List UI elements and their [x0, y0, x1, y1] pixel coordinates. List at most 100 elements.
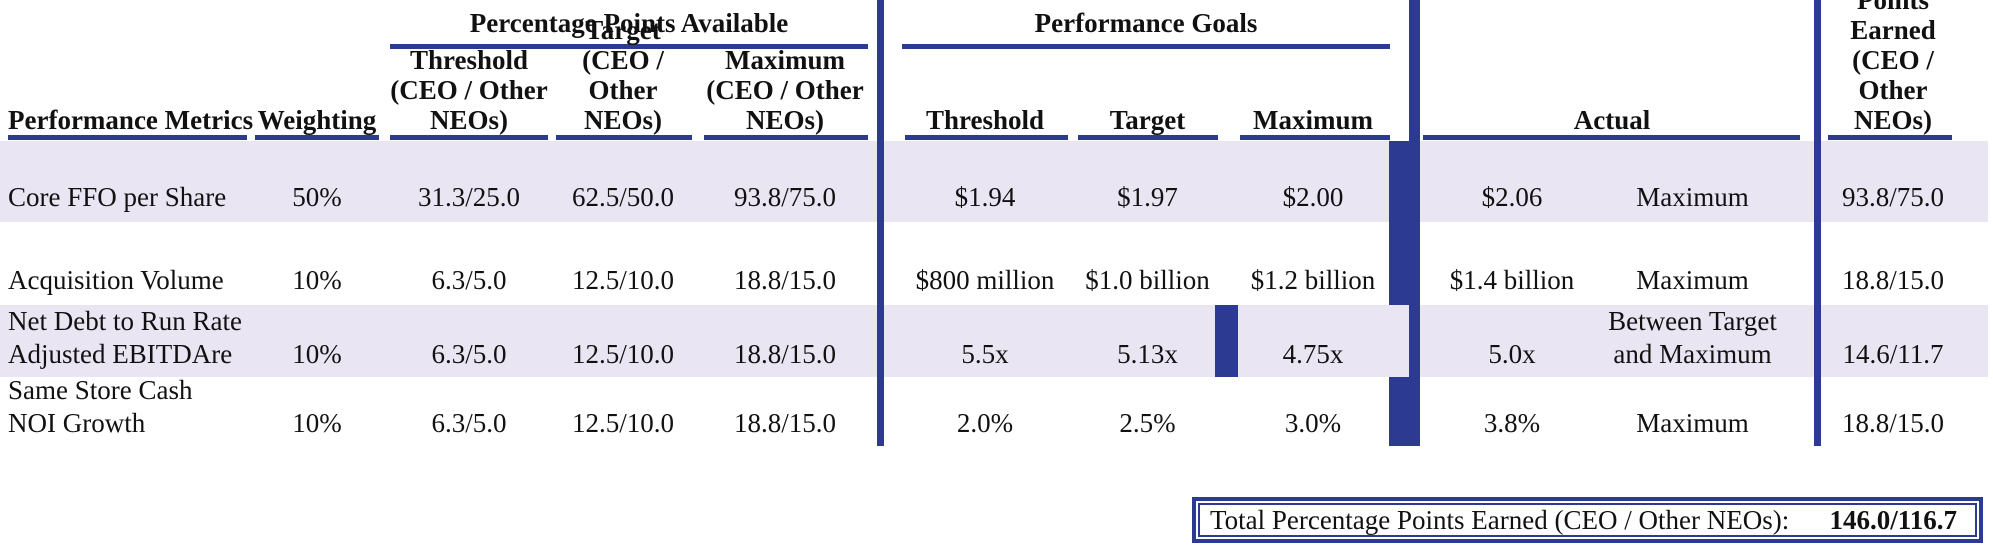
performance-marker-row-3	[1215, 305, 1238, 377]
goal-threshold-cell: 2.0%	[956, 408, 1014, 438]
row-shading-core-ffo	[0, 141, 1988, 222]
total-points-earned-box: Total Percentage Points Earned (CEO / Ot…	[1192, 497, 1983, 543]
total-value: 146.0/116.7	[1829, 505, 1957, 535]
goal-threshold-cell: 5.5x	[961, 339, 1009, 369]
metric-line2: Adjusted EBITDAre	[8, 339, 233, 369]
goal-maximum-cell: 3.0%	[1284, 408, 1342, 438]
ppa-maximum-cell: 18.8/15.0	[733, 408, 836, 438]
ppa-maximum-line1: Maximum	[725, 45, 845, 75]
goal-threshold-cell: $800 million	[915, 265, 1055, 295]
metric-line1: Acquisition Volume	[8, 265, 224, 295]
column-header-weighting: Weighting	[257, 105, 377, 135]
goal-target-cell: $1.0 billion	[1085, 265, 1210, 295]
metric-label: Core FFO per Share	[8, 181, 308, 214]
column-header-points-earned: Percentage Points Earned (CEO / Other NE…	[1818, 0, 1968, 135]
ppa-threshold-cell: 31.3/25.0	[417, 182, 520, 212]
column-header-goal-threshold: Threshold	[925, 105, 1045, 135]
row-shading-net-debt	[0, 305, 1988, 377]
column-header-ppa-maximum: Maximum (CEO / Other NEOs)	[700, 45, 870, 135]
ppa-maximum-line3: NEOs)	[745, 105, 824, 135]
actual-value-cell: $1.4 billion	[1449, 265, 1575, 295]
points-earned-line3: (CEO / Other	[1852, 45, 1934, 105]
goal-target-cell: 2.5%	[1119, 408, 1176, 438]
ppa-threshold-cell: 6.3/5.0	[431, 265, 507, 295]
actual-value-cell: $2.06	[1481, 182, 1543, 212]
points-earned-line2: Points Earned	[1850, 0, 1936, 45]
actual-level-cell: Maximum	[1580, 407, 1805, 440]
ppa-threshold-cell: 6.3/5.0	[431, 339, 507, 369]
ppa-target-line3: NEOs)	[583, 105, 662, 135]
goal-target-cell: 5.13x	[1117, 339, 1178, 369]
weighting-cell: 50%	[292, 182, 342, 212]
goal-threshold-cell: $1.94	[954, 182, 1016, 212]
ppa-threshold-line2: (CEO / Other	[390, 75, 548, 105]
table-row-acquisition-volume: Acquisition Volume 10% 6.3/5.0 12.5/10.0…	[0, 222, 1988, 305]
actual-level-line1: Between Target	[1608, 306, 1777, 336]
actual-level-line2: and Maximum	[1613, 339, 1772, 369]
underline-weighting	[255, 135, 379, 140]
table-row-core-ffo: Core FFO per Share 50% 31.3/25.0 62.5/50…	[0, 141, 1988, 222]
underline-ppa-target	[556, 135, 692, 140]
ppa-threshold-line3: NEOs)	[429, 105, 508, 135]
section-divider-available-goals	[877, 0, 884, 446]
metric-label: Acquisition Volume	[8, 264, 308, 297]
table-row-net-debt: Net Debt to Run Rate Adjusted EBITDAre 1…	[0, 305, 1988, 377]
total-points-earned-inner: Total Percentage Points Earned (CEO / Ot…	[1198, 503, 1977, 537]
actual-level-line1: Maximum	[1636, 265, 1749, 295]
table-row-same-store-noi: Same Store Cash NOI Growth 10% 6.3/5.0 1…	[0, 374, 1988, 446]
metric-line1: Net Debt to Run Rate	[8, 306, 242, 336]
ppa-threshold-cell: 6.3/5.0	[431, 408, 507, 438]
ppa-threshold-line1: Threshold	[409, 45, 529, 75]
column-header-ppa-target: Target (CEO / Other NEOs)	[552, 15, 694, 135]
underline-metrics	[8, 135, 247, 140]
performance-marker-rows-1-2	[1389, 141, 1409, 305]
total-label: Total Percentage Points Earned (CEO / Ot…	[1210, 505, 1790, 535]
ppa-maximum-cell: 93.8/75.0	[733, 182, 836, 212]
actual-level-line1: Maximum	[1636, 182, 1749, 212]
ppa-target-line2: (CEO / Other	[582, 45, 664, 105]
ppa-target-cell: 12.5/10.0	[571, 265, 674, 295]
actual-level-cell: Between Target and Maximum	[1580, 305, 1805, 371]
column-header-performance-metrics: Performance Metrics	[8, 105, 254, 135]
underline-goal-target	[1078, 135, 1218, 140]
metric-label: Same Store Cash NOI Growth	[8, 374, 308, 440]
ppa-target-cell: 12.5/10.0	[571, 408, 674, 438]
underline-ppa-threshold	[390, 135, 548, 140]
points-earned-line4: NEOs)	[1853, 105, 1932, 135]
column-header-actual: Actual	[1573, 105, 1651, 135]
underline-goal-threshold	[905, 135, 1068, 140]
points-earned-cell: 18.8/15.0	[1841, 408, 1944, 438]
weighting-cell: 10%	[292, 339, 342, 369]
ppa-maximum-cell: 18.8/15.0	[733, 339, 836, 369]
actual-level-cell: Maximum	[1580, 264, 1805, 297]
goal-maximum-cell: 4.75x	[1282, 339, 1344, 369]
performance-marker-row-4	[1389, 377, 1409, 446]
points-earned-cell: 93.8/75.0	[1841, 182, 1944, 212]
goal-maximum-cell: $2.00	[1282, 182, 1344, 212]
ppa-maximum-cell: 18.8/15.0	[733, 265, 836, 295]
column-header-goal-maximum: Maximum	[1253, 105, 1373, 135]
ppa-target-cell: 62.5/50.0	[571, 182, 674, 212]
actual-level-cell: Maximum	[1580, 181, 1805, 214]
ppa-target-cell: 12.5/10.0	[571, 339, 674, 369]
group-header-percentage-points-available: Percentage Points Available	[469, 8, 789, 38]
column-header-ppa-threshold: Threshold (CEO / Other NEOs)	[388, 45, 550, 135]
group-underline-goals	[902, 44, 1390, 49]
metric-line1: Core FFO per Share	[8, 182, 227, 212]
points-earned-cell: 14.6/11.7	[1842, 339, 1944, 369]
goal-target-cell: $1.97	[1117, 182, 1178, 212]
section-divider-actual-earned	[1814, 0, 1821, 446]
metric-line1: Same Store Cash	[8, 375, 193, 405]
underline-ppa-maximum	[704, 135, 868, 140]
underline-actual	[1423, 135, 1800, 140]
weighting-cell: 10%	[292, 408, 342, 438]
underline-points-earned	[1828, 135, 1952, 140]
actual-value-cell: 5.0x	[1488, 339, 1536, 369]
group-header-performance-goals: Performance Goals	[1034, 8, 1258, 38]
actual-value-cell: 3.8%	[1483, 408, 1541, 438]
ppa-target-line1: Target	[585, 15, 661, 45]
ppa-maximum-line2: (CEO / Other	[706, 75, 864, 105]
group-underline-available	[390, 44, 868, 49]
section-divider-goals-actual	[1409, 0, 1420, 446]
